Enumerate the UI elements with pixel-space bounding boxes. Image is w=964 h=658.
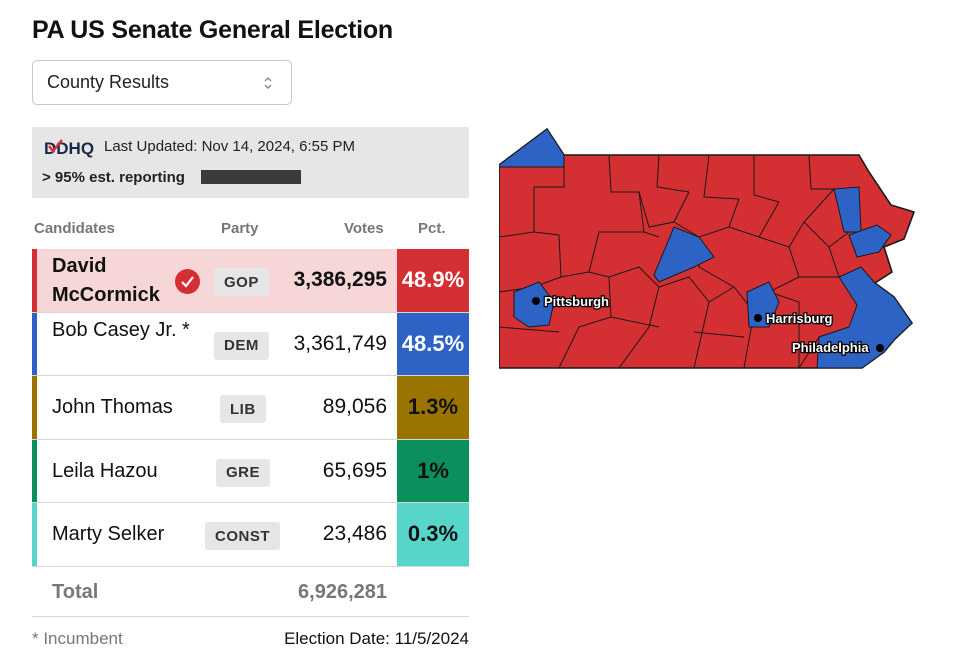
harrisburg-marker [754,314,762,322]
philadelphia-marker [876,344,884,352]
table-row: John Thomas LIB 89,056 1.3% [32,376,469,440]
party-badge: CONST [205,522,280,550]
vote-count: 23,486 [322,522,387,545]
vote-percent: 48.9% [397,249,469,312]
table-row: Bob Casey Jr. * DEM 3,361,749 48.5% [32,312,469,376]
vote-percent: 48.5% [397,312,469,375]
city-markers: Pittsburgh Harrisburg Philadelphia [532,293,884,356]
vote-count: 89,056 [322,395,387,418]
reporting-bar-fill [201,170,296,184]
party-color-bar [32,376,37,439]
party-badge: GOP [214,268,269,296]
last-updated: Last Updated: Nov 14, 2024, 6:55 PM [104,138,355,155]
party-color-bar [32,439,37,502]
candidate-name: Leila Hazou [52,459,158,482]
results-view-select[interactable]: County Results [32,60,292,105]
header-party: Party [221,220,259,237]
vote-count: 3,361,749 [293,331,387,355]
chevron-up-down-icon [264,77,272,89]
vote-count: 3,386,295 [293,268,387,291]
reporting-bar [201,170,301,184]
party-badge: DEM [214,331,269,360]
party-badge: LIB [220,395,266,423]
table-row: David McCormick GOP 3,386,295 48.9% [32,249,469,313]
header-pct: Pct. [418,220,446,237]
vote-percent: 0.3% [397,503,469,566]
vote-count: 65,695 [322,458,387,482]
winner-check-icon [175,269,200,294]
party-color-bar [32,249,37,312]
city-label-philadelphia: Philadelphia [792,340,869,355]
ddhq-logo: DDHQ [44,139,94,158]
info-box: DDHQ Last Updated: Nov 14, 2024, 6:55 PM… [32,127,469,198]
party-color-bar [32,503,37,566]
reporting-status: > 95% est. reporting [42,169,185,186]
vote-percent: 1% [397,439,469,502]
svg-text:DDHQ: DDHQ [44,139,94,158]
city-label-harrisburg: Harrisburg [766,311,833,326]
candidate-name: John Thomas [52,396,173,418]
party-badge: GRE [216,458,271,487]
total-label: Total [52,581,99,603]
county-results-map: Pittsburgh Harrisburg Philadelphia [499,127,916,369]
header-votes: Votes [344,220,384,237]
header-candidates: Candidates [34,220,115,237]
page-title: PA US Senate General Election [32,16,393,44]
party-color-bar [32,312,37,375]
election-date: Election Date: 11/5/2024 [284,629,469,648]
incumbent-note: * Incumbent [32,629,123,648]
city-label-pittsburgh: Pittsburgh [544,294,609,309]
pittsburgh-marker [532,297,540,305]
candidate-name: Marty Selker [52,523,165,545]
candidate-name: David McCormick [52,255,160,306]
table-row: Marty Selker CONST 23,486 0.3% [32,503,469,567]
results-table: David McCormick GOP 3,386,295 48.9% Bob … [32,249,469,567]
dem-counties [499,128,913,369]
select-value: County Results [47,72,170,92]
total-votes: 6,926,281 [298,581,387,603]
table-row: Leila Hazou GRE 65,695 1% [32,439,469,503]
table-header: Candidates Party Votes Pct. [32,218,469,240]
candidate-name: Bob Casey Jr. * [52,318,190,341]
vote-percent: 1.3% [397,376,469,439]
total-row: Total 6,926,281 [32,566,469,617]
